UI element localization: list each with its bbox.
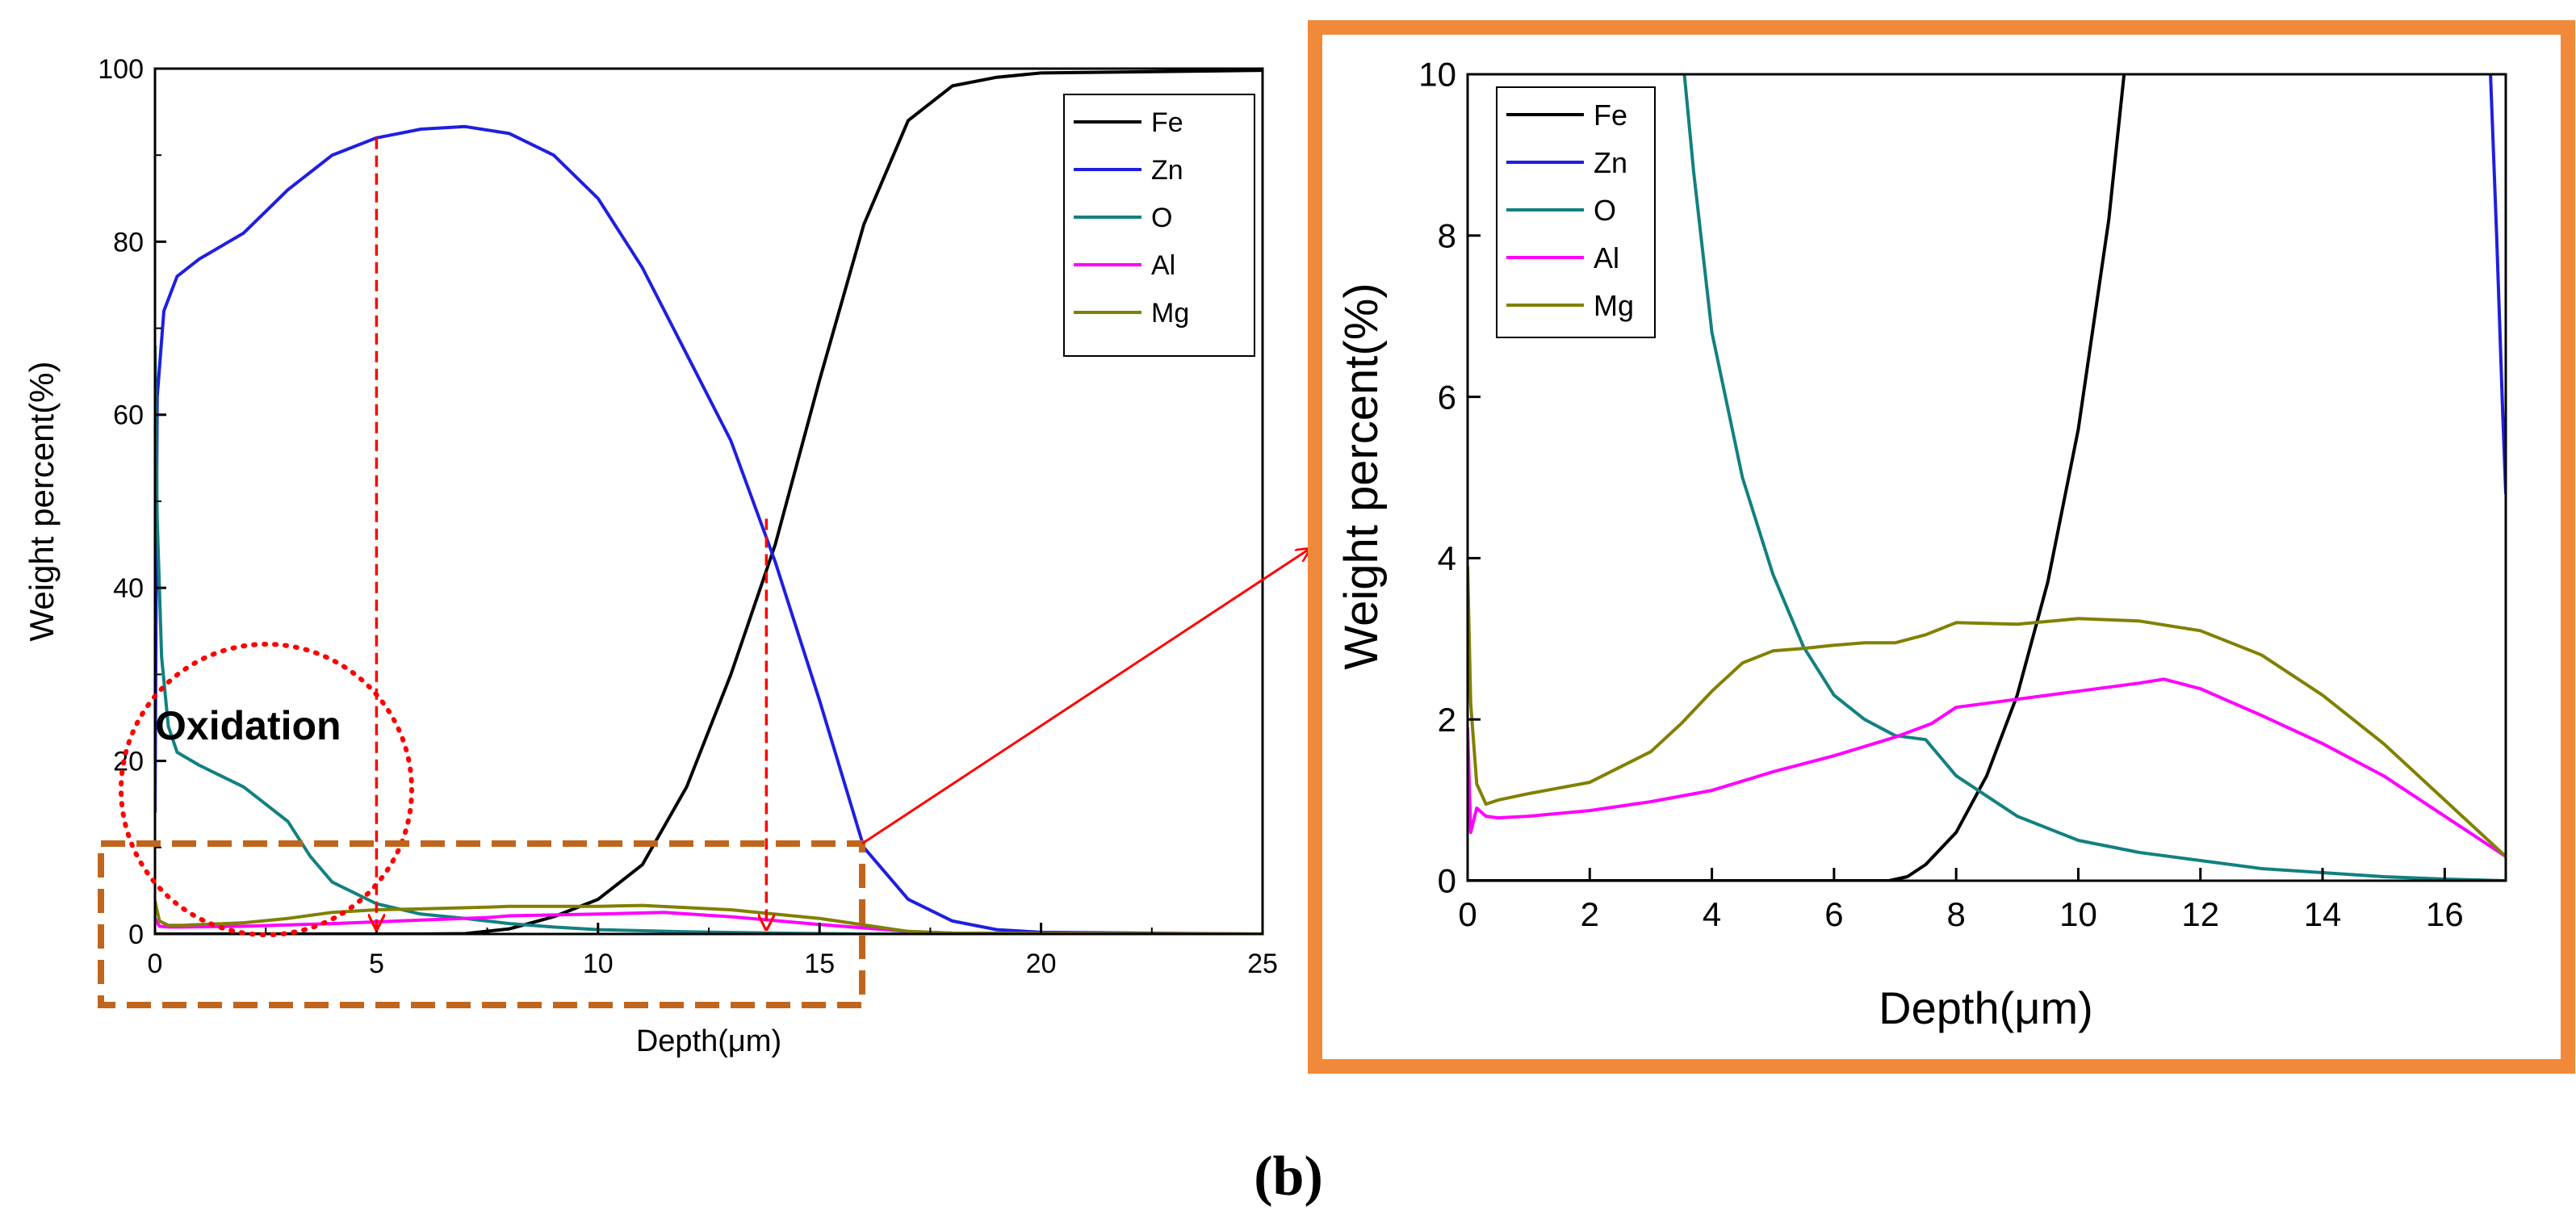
- series-line-mg: [1468, 566, 2506, 858]
- depth-markers: [376, 137, 766, 929]
- x-tick-label: 10: [2059, 895, 2097, 933]
- legend-label-o: O: [1151, 203, 1172, 233]
- x-tick-label: 8: [1946, 895, 1965, 933]
- y-tick-label: 10: [1418, 56, 1456, 94]
- figure-label: (b): [1254, 1146, 1323, 1208]
- oxidation-label: Oxidation: [155, 703, 341, 748]
- series-line-al: [155, 911, 1263, 934]
- x-tick-label: 0: [1458, 895, 1476, 933]
- inset-legend: Fe Zn O Al Mg: [1496, 86, 1656, 338]
- series-line-al: [1468, 677, 2506, 858]
- legend-label-mg: Mg: [1151, 298, 1189, 329]
- x-tick-label: 25: [1247, 949, 1278, 979]
- x-tick-label: 5: [369, 949, 384, 979]
- main-y-axis-label: Weight percent(%): [23, 361, 61, 641]
- main-legend: Fe Zn O Al Mg: [1063, 94, 1255, 357]
- inset-series-group: [1468, 74, 2506, 881]
- main-series-group: [155, 69, 1263, 934]
- inset-plot-frame: [1466, 73, 2507, 882]
- series-line-mg: [155, 900, 1263, 934]
- legend-label-mg: Mg: [1594, 289, 1634, 322]
- main-x-axis-label: Depth(μm): [636, 1024, 781, 1058]
- series-line-zn: [155, 124, 1263, 934]
- legend-label-o: O: [1594, 194, 1616, 227]
- series-line-o: [1682, 74, 2506, 881]
- legend-label-zn: Zn: [1594, 146, 1627, 179]
- inset-chart: 0 2 4 6 8 10 12 14 16 0 2 4 6 8 10 Depth(μm) Weight pe…: [1308, 20, 2575, 1074]
- x-tick-label: 6: [1824, 895, 1843, 933]
- zoom-region-box: [98, 840, 865, 1008]
- y-tick-label: 100: [98, 54, 144, 85]
- series-line-fe: [155, 69, 1263, 934]
- series-line-fe: [1468, 74, 2126, 881]
- y-tick-label: 80: [113, 227, 144, 258]
- zoom-connector-arrow: [861, 549, 1309, 845]
- legend-label-fe: Fe: [1151, 107, 1183, 138]
- y-tick-label: 60: [113, 400, 144, 431]
- inset-ticks: 0 2 4 6 8 10 12 14 16 0 2 4 6 8 10: [1418, 56, 2463, 933]
- series-line-o: [155, 345, 1263, 934]
- inset-y-axis-label: Weight percent(%): [1335, 283, 1388, 669]
- y-tick-label: 0: [128, 919, 144, 950]
- legend-label-zn: Zn: [1151, 155, 1183, 186]
- inset-frame: [1308, 20, 2575, 1074]
- y-tick-label: 2: [1438, 701, 1456, 739]
- y-tick-label: 4: [1438, 539, 1456, 577]
- x-tick-label: 12: [2181, 895, 2219, 933]
- legend-label-al: Al: [1151, 250, 1175, 281]
- x-tick-label: 10: [583, 949, 614, 979]
- x-tick-label: 15: [804, 949, 835, 979]
- legend-label-al: Al: [1594, 241, 1619, 274]
- x-tick-label: 0: [148, 949, 163, 979]
- y-tick-label: 0: [1438, 862, 1456, 900]
- y-tick-label: 40: [113, 573, 144, 604]
- x-tick-label: 20: [1026, 949, 1057, 979]
- legend-box: [1496, 86, 1656, 338]
- series-line-zn: [2489, 74, 2506, 494]
- x-tick-label: 4: [1703, 895, 1721, 933]
- x-tick-label: 2: [1581, 895, 1599, 933]
- y-tick-label: 6: [1438, 378, 1456, 416]
- y-tick-label: 8: [1438, 217, 1456, 255]
- oxidation-circle: [119, 642, 414, 937]
- legend-label-fe: Fe: [1594, 98, 1627, 132]
- x-tick-label: 14: [2304, 895, 2342, 933]
- inset-x-axis-label: Depth(μm): [1879, 982, 2093, 1033]
- x-tick-label: 16: [2426, 895, 2464, 933]
